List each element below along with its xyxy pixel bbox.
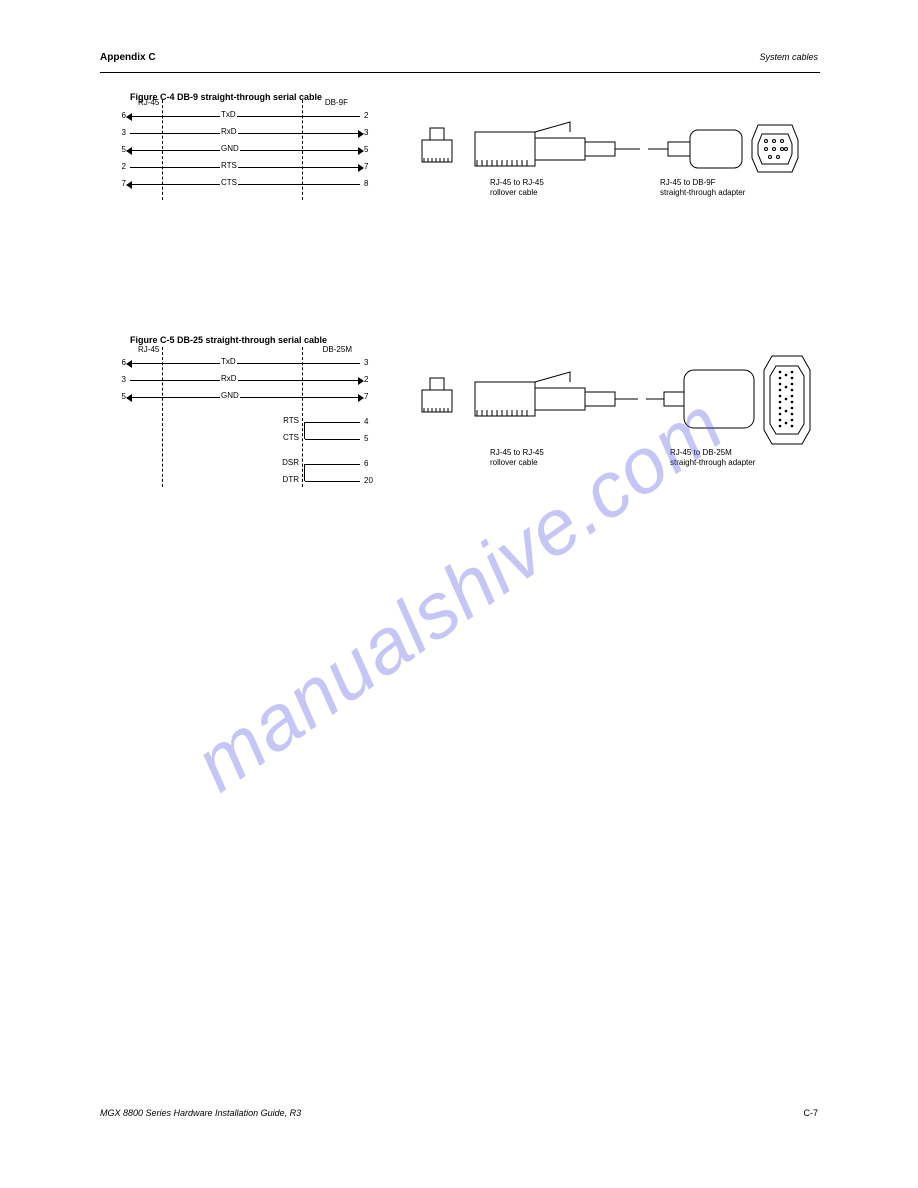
- pinout2-right-header: DB-25M: [323, 345, 352, 354]
- signal-label: TxD: [220, 357, 237, 366]
- pinout-db9: RJ-45 DB-9F 6 TxD 2 3 RxD 3 5 GND 5 2: [130, 108, 360, 193]
- pin-num-left: 5: [112, 392, 126, 401]
- pinout2-left-header: RJ-45: [138, 345, 159, 354]
- stub-row: RTS 4: [130, 414, 360, 431]
- pin-num-right: 2: [364, 375, 378, 384]
- arrow-left-icon: [126, 147, 132, 155]
- pin-num-left: 3: [112, 375, 126, 384]
- arrow-left-icon: [126, 360, 132, 368]
- pin-row: 3 RxD 3: [130, 125, 360, 142]
- pin-num-right: 5: [364, 145, 378, 154]
- pin-num-right: 2: [364, 111, 378, 120]
- signal-label: TxD: [220, 110, 237, 119]
- signal-label: DTR: [282, 475, 300, 484]
- signal-label: GND: [220, 144, 240, 153]
- pin-num-left: 5: [112, 145, 126, 154]
- pinout-db25: RJ-45 DB-25M 6 TxD 3 3 RxD 2 5 GND 7: [130, 355, 360, 490]
- header-left: Appendix C: [100, 52, 156, 63]
- pin-row: 6 TxD 2: [130, 108, 360, 125]
- stub-line: [305, 464, 360, 465]
- pinout1-left-header: RJ-45: [138, 98, 159, 107]
- signal-label: DSR: [281, 458, 300, 467]
- footer-left: MGX 8800 Series Hardware Installation Gu…: [100, 1108, 301, 1118]
- cable2-caption-right: RJ-45 to DB-25M straight-through adapter: [670, 448, 755, 467]
- cable-db9-figure: RJ-45 to RJ-45 rollover cable RJ-45 to D…: [400, 110, 820, 200]
- stub-line: [305, 422, 360, 423]
- arrow-left-icon: [126, 113, 132, 121]
- pin-num-right: 7: [364, 392, 378, 401]
- pin-row: 5 GND 5: [130, 142, 360, 159]
- pin-row: 2 RTS 7: [130, 159, 360, 176]
- pin-line: [130, 363, 360, 364]
- header-rule: [100, 72, 820, 73]
- stub-line: [305, 481, 360, 482]
- pinout1-right-header: DB-9F: [325, 98, 348, 107]
- stub-row: DTR 20: [130, 473, 360, 490]
- cable2-caption-left: RJ-45 to RJ-45 rollover cable: [490, 448, 544, 467]
- stub-line: [305, 439, 360, 440]
- stub-row: CTS 5: [130, 431, 360, 448]
- pin-row: 3 RxD 2: [130, 372, 360, 389]
- signal-label: RTS: [220, 161, 238, 170]
- page: Appendix C System cables Figure C-4 DB-9…: [0, 0, 918, 1188]
- cable1-caption-left: RJ-45 to RJ-45 rollover cable: [490, 178, 544, 197]
- signal-label: GND: [220, 391, 240, 400]
- pin-row: 5 GND 7: [130, 389, 360, 406]
- pin-num-right: 8: [364, 179, 378, 188]
- pin-line: [130, 116, 360, 117]
- pin-num-left: 6: [112, 358, 126, 367]
- pin-num-left: 2: [112, 162, 126, 171]
- cable1-caption-right: RJ-45 to DB-9F straight-through adapter: [660, 178, 745, 197]
- pin-num-left: 3: [112, 128, 126, 137]
- signal-label: CTS: [220, 178, 238, 187]
- signal-label: RxD: [220, 374, 238, 383]
- figure-caption-c5: Figure C-5 DB-25 straight-through serial…: [130, 335, 327, 345]
- pin-line: [130, 150, 360, 151]
- cable-db25-figure: RJ-45 to RJ-45 rollover cable RJ-45 to D…: [400, 350, 840, 470]
- pin-line: [130, 167, 360, 168]
- pin-row: 6 TxD 3: [130, 355, 360, 372]
- header-right: System cables: [759, 52, 818, 62]
- pin-line: [130, 184, 360, 185]
- pin-num-right: 20: [364, 476, 378, 485]
- signal-label: RTS: [282, 416, 300, 425]
- pin-num-right: 6: [364, 459, 378, 468]
- pin-num-left: 6: [112, 111, 126, 120]
- pin-row: 7 CTS 8: [130, 176, 360, 193]
- arrow-left-icon: [126, 181, 132, 189]
- signal-label: CTS: [282, 433, 300, 442]
- pin-line: [130, 380, 360, 381]
- arrow-left-icon: [126, 394, 132, 402]
- pin-num-right: 3: [364, 128, 378, 137]
- pin-line: [130, 133, 360, 134]
- signal-label: RxD: [220, 127, 238, 136]
- pin-line: [130, 397, 360, 398]
- pin-num-right: 4: [364, 417, 378, 426]
- pin-num-right: 7: [364, 162, 378, 171]
- pin-num-right: 3: [364, 358, 378, 367]
- pin-num-right: 5: [364, 434, 378, 443]
- stub-row: DSR 6: [130, 456, 360, 473]
- loop-tie-icon: [304, 464, 305, 481]
- footer-right: C-7: [803, 1108, 818, 1118]
- loop-tie-icon: [304, 422, 305, 439]
- pin-num-left: 7: [112, 179, 126, 188]
